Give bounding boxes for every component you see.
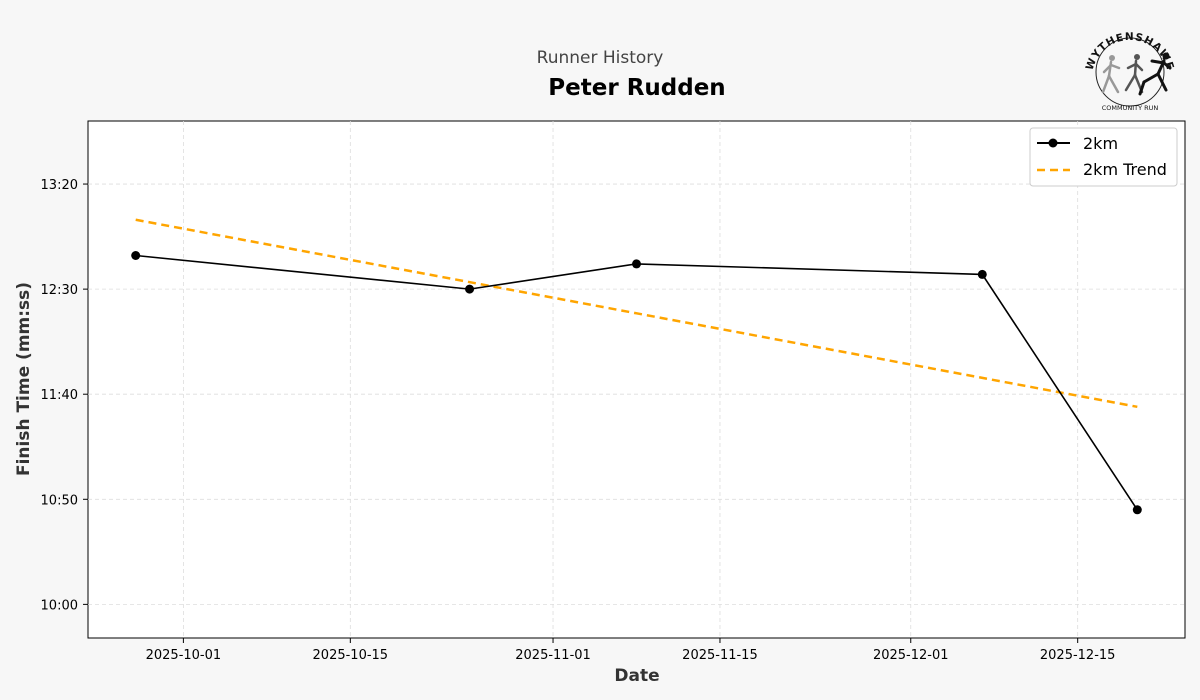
logo-bottom-text: COMMUNITY RUN <box>1102 104 1159 112</box>
x-tick-label: 2025-11-15 <box>682 648 758 663</box>
trend-line <box>135 218 1138 409</box>
wythenshawe-community-run-logo: WYTHENSHAWE COMMUNITY RUN <box>1084 31 1175 112</box>
legend-label-2km-trend: 2km Trend <box>1083 160 1167 179</box>
legend: 2km 2km Trend <box>1029 127 1178 187</box>
chart-title: Peter Rudden <box>548 75 725 101</box>
finish-time-series <box>131 251 1142 515</box>
grid <box>88 121 1185 638</box>
data-point <box>1132 505 1142 515</box>
data-point <box>131 251 141 261</box>
legend-label-2km: 2km <box>1083 134 1118 153</box>
x-tick-label: 2025-10-01 <box>146 648 222 663</box>
logo-ring <box>1095 37 1165 107</box>
trend-series <box>135 218 1138 409</box>
x-axis-ticks: 2025-10-01 2025-10-15 2025-11-01 2025-11-15… <box>146 638 1116 663</box>
y-tick-label: 10:50 <box>41 493 78 508</box>
y-tick-label: 10:00 <box>41 598 78 613</box>
data-point <box>465 284 475 294</box>
data-point <box>977 269 987 279</box>
y-tick-label: 11:40 <box>41 388 78 403</box>
x-tick-label: 2025-11-01 <box>515 648 591 663</box>
chart-supertitle: Runner History <box>537 48 664 68</box>
x-axis-label: Date <box>614 666 659 686</box>
y-tick-label: 13:20 <box>41 178 78 193</box>
y-axis-ticks: 10:00 10:50 11:40 12:30 13:20 <box>41 178 88 613</box>
x-tick-label: 2025-12-01 <box>873 648 949 663</box>
runner-silhouette-icon <box>1124 54 1144 94</box>
y-tick-label: 12:30 <box>41 283 78 298</box>
runner-silhouette-icon <box>1138 52 1172 96</box>
plot-area <box>87 120 1186 639</box>
runner-silhouette-icon <box>1101 55 1121 94</box>
data-point <box>632 259 641 269</box>
x-tick-label: 2025-12-15 <box>1040 648 1116 663</box>
legend-marker-2km <box>1048 138 1058 148</box>
y-axis-label: Finish Time (mm:ss) <box>14 282 34 476</box>
x-tick-label: 2025-10-15 <box>313 648 389 663</box>
